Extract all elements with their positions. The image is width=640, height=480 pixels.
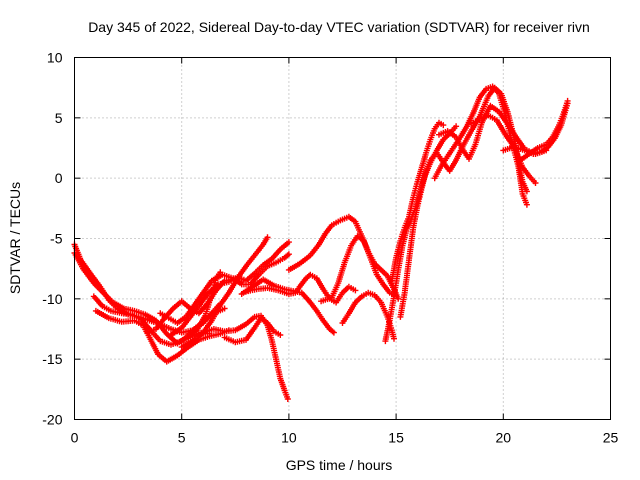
data-series-arc-11 bbox=[221, 315, 284, 346]
x-tick-label: 5 bbox=[178, 430, 186, 446]
data-series-arc-15 bbox=[318, 233, 397, 305]
y-tick-label: -5 bbox=[50, 231, 63, 247]
y-tick-label: 0 bbox=[55, 170, 63, 186]
data-layer bbox=[71, 83, 571, 402]
x-tick-label: 25 bbox=[603, 430, 619, 446]
data-marks-arc-13 bbox=[238, 276, 337, 336]
x-tick-label: 10 bbox=[281, 430, 297, 446]
data-marks-arc-22 bbox=[468, 112, 539, 186]
data-marks-arc-11 bbox=[221, 315, 284, 346]
x-axis-title: GPS time / hours bbox=[286, 457, 393, 473]
y-tick-label: -20 bbox=[42, 412, 62, 428]
chart-title: Day 345 of 2022, Sidereal Day-to-day VTE… bbox=[88, 19, 590, 35]
data-marks-arc-15 bbox=[318, 233, 397, 305]
data-series-arc-3 bbox=[90, 293, 213, 348]
data-series-arc-10 bbox=[200, 312, 291, 402]
y-tick-label: 10 bbox=[47, 50, 63, 66]
x-tick-label: 15 bbox=[388, 430, 404, 446]
data-marks-arc-3 bbox=[90, 293, 213, 348]
data-marks-arc-10 bbox=[200, 312, 291, 402]
data-series-arc-4 bbox=[92, 307, 232, 365]
data-marks-arc-4 bbox=[92, 307, 232, 365]
data-series-arc-24 bbox=[517, 97, 571, 164]
y-axis-title: SDTVAR / TECUs bbox=[7, 182, 23, 294]
tick-layer: 0 5 10 15 20 25 -20 -15 -10 -5 0 5 10 bbox=[42, 50, 618, 446]
data-series-arc-18 bbox=[388, 119, 447, 284]
data-marks-arc-9 bbox=[185, 269, 224, 341]
y-tick-label: -10 bbox=[42, 291, 62, 307]
grid-layer bbox=[74, 57, 611, 420]
data-series-arc-13 bbox=[238, 276, 337, 336]
x-tick-label: 0 bbox=[71, 430, 79, 446]
data-marks-arc-18 bbox=[388, 119, 447, 284]
data-series-arc-9 bbox=[185, 269, 224, 341]
y-tick-label: 5 bbox=[55, 110, 63, 126]
data-marks-arc-24 bbox=[517, 97, 571, 164]
data-series-arc-22 bbox=[468, 112, 539, 186]
x-tick-label: 20 bbox=[496, 430, 512, 446]
y-tick-label: -15 bbox=[42, 351, 62, 367]
